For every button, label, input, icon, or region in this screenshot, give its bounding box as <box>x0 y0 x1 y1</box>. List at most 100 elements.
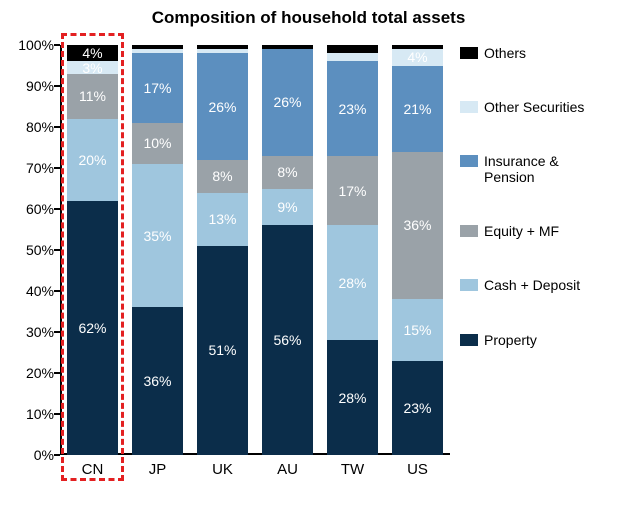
segment-property: 56% <box>262 225 313 455</box>
x-axis-label: UK <box>212 455 233 478</box>
segment-property: 51% <box>197 246 248 455</box>
segment-other_securities <box>197 49 248 53</box>
legend-label: Other Securities <box>484 99 584 115</box>
bar-us: 23% 15% 36% 21% 4% <box>392 45 443 455</box>
segment-others <box>132 45 183 49</box>
legend-swatch <box>460 334 478 346</box>
segment-label: 35% <box>143 228 171 244</box>
legend-swatch <box>460 47 478 59</box>
y-axis-label: 90% <box>26 78 60 94</box>
x-axis-label: TW <box>341 455 364 478</box>
segment-label: 4% <box>82 45 102 61</box>
segment-equity_mf: 11% <box>67 74 118 119</box>
segment-others <box>197 45 248 49</box>
x-axis-label: CN <box>82 455 104 478</box>
segment-cash_deposit: 35% <box>132 164 183 308</box>
segment-insurance_pension: 26% <box>262 49 313 156</box>
segment-other_securities <box>327 53 378 61</box>
y-axis-label: 0% <box>34 447 60 463</box>
bar-uk: 51% 13% 8% 26% <box>197 45 248 455</box>
legend-label: Others <box>484 45 526 61</box>
legend-item-other_securities: Other Securities <box>460 99 605 115</box>
legend-swatch <box>460 101 478 113</box>
chart-container: Composition of household total assets 0%… <box>0 0 617 515</box>
segment-label: 13% <box>208 211 236 227</box>
segment-label: 10% <box>143 135 171 151</box>
legend-item-insurance_pension: Insurance & Pension <box>460 153 605 185</box>
segment-other_securities <box>132 49 183 53</box>
legend-item-property: Property <box>460 332 605 348</box>
segment-property: 62% <box>67 201 118 455</box>
legend-label: Insurance & Pension <box>484 153 605 185</box>
legend-label: Cash + Deposit <box>484 277 580 293</box>
segment-label: 23% <box>403 400 431 416</box>
segment-label: 26% <box>273 94 301 110</box>
bar-jp: 36% 35% 10% 17% <box>132 45 183 455</box>
y-axis-label: 50% <box>26 242 60 258</box>
segment-label: 62% <box>78 320 106 336</box>
segment-others: 4% <box>67 45 118 61</box>
legend-item-equity_mf: Equity + MF <box>460 223 605 239</box>
y-axis-label: 20% <box>26 365 60 381</box>
legend-item-others: Others <box>460 45 605 61</box>
legend-swatch <box>460 279 478 291</box>
segment-cash_deposit: 9% <box>262 189 313 226</box>
segment-label: 8% <box>277 164 297 180</box>
plot-area: 0%10%20%30%40%50%60%70%80%90%100%62%20%1… <box>60 45 450 455</box>
y-axis-label: 80% <box>26 119 60 135</box>
bar-tw: 28% 28% 17% 23% <box>327 45 378 455</box>
segment-label: 9% <box>277 199 297 215</box>
segment-label: 4% <box>407 49 427 65</box>
segment-cash_deposit: 20% <box>67 119 118 201</box>
segment-label: 11% <box>79 88 106 104</box>
segment-others <box>327 45 378 53</box>
x-axis-label: JP <box>149 455 167 478</box>
segment-label: 21% <box>403 101 431 117</box>
legend: Others Other Securities Insurance & Pensio… <box>460 45 605 386</box>
y-axis-line <box>60 45 62 455</box>
segment-insurance_pension: 23% <box>327 61 378 155</box>
legend-item-cash_deposit: Cash + Deposit <box>460 277 605 293</box>
segment-equity_mf: 17% <box>327 156 378 226</box>
segment-label: 17% <box>143 80 171 96</box>
y-axis-label: 40% <box>26 283 60 299</box>
segment-label: 15% <box>403 322 431 338</box>
segment-property: 28% <box>327 340 378 455</box>
segment-insurance_pension: 21% <box>392 66 443 152</box>
segment-cash_deposit: 13% <box>197 193 248 246</box>
y-axis-label: 100% <box>18 37 60 53</box>
segment-cash_deposit: 28% <box>327 225 378 340</box>
y-axis-label: 70% <box>26 160 60 176</box>
y-axis-label: 60% <box>26 201 60 217</box>
segment-label: 17% <box>338 183 366 199</box>
segment-other_securities: 4% <box>392 49 443 65</box>
segment-label: 20% <box>78 152 106 168</box>
x-axis-label: US <box>407 455 428 478</box>
segment-label: 23% <box>338 101 366 117</box>
legend-swatch <box>460 155 478 167</box>
segment-others <box>392 45 443 49</box>
segment-label: 36% <box>143 373 171 389</box>
segment-label: 8% <box>212 168 232 184</box>
segment-label: 28% <box>338 275 366 291</box>
segment-insurance_pension: 26% <box>197 53 248 160</box>
legend-label: Equity + MF <box>484 223 559 239</box>
y-axis-label: 10% <box>26 406 60 422</box>
bar-cn: 62% 20% 11% 3%4% <box>67 45 118 455</box>
segment-equity_mf: 10% <box>132 123 183 164</box>
segment-equity_mf: 8% <box>197 160 248 193</box>
segment-insurance_pension: 17% <box>132 53 183 123</box>
segment-cash_deposit: 15% <box>392 299 443 361</box>
segment-equity_mf: 8% <box>262 156 313 189</box>
segment-property: 23% <box>392 361 443 455</box>
segment-label: 3% <box>82 60 102 76</box>
segment-label: 36% <box>403 217 431 233</box>
segment-label: 51% <box>208 342 236 358</box>
segment-property: 36% <box>132 307 183 455</box>
segment-others <box>262 45 313 49</box>
segment-label: 28% <box>338 390 366 406</box>
legend-swatch <box>460 225 478 237</box>
segment-label: 26% <box>208 99 236 115</box>
legend-label: Property <box>484 332 537 348</box>
y-axis-label: 30% <box>26 324 60 340</box>
